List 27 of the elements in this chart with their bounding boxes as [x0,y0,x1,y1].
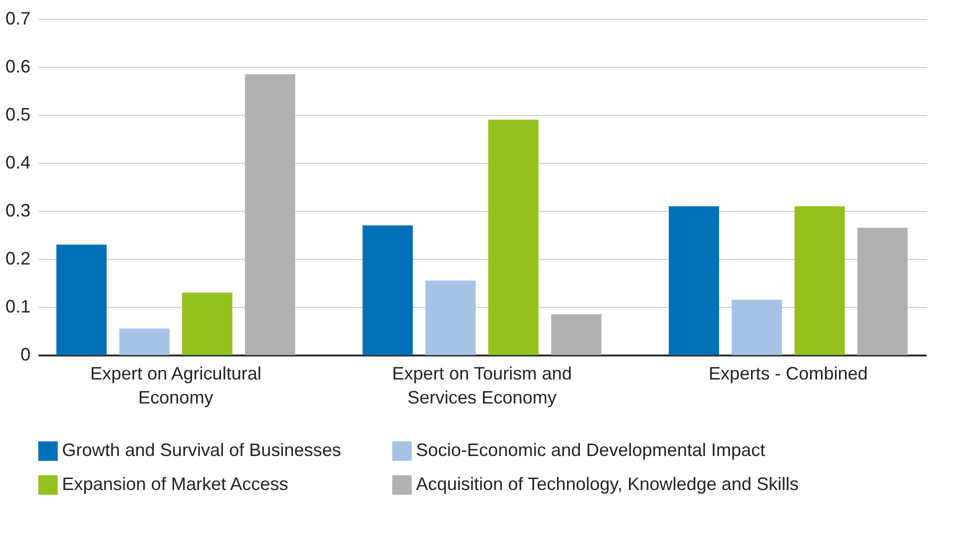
bar [244,74,296,355]
legend-label: Acquisition of Technology, Knowledge and Skills [416,474,799,494]
y-tick-label: 0.1 [5,296,30,316]
y-tick-label: 0.5 [5,104,30,124]
x-tick-label: Experts - Combined [708,364,868,384]
bar [551,314,602,355]
x-tick-label: Expert on Tourism and Services Economy [392,364,572,408]
legend-label: Growth and Survival of Businesses [62,440,342,460]
y-tick-label: 0.2 [5,248,30,268]
y-tick-label: 0.6 [5,56,30,76]
bar [182,292,232,355]
bar [362,225,413,355]
legend-label: Expansion of Market Access [62,474,288,494]
legend-label: Socio-Economic and Developmental Impact [416,440,766,460]
bar [119,328,170,355]
y-tick-label: 0.7 [5,8,30,28]
bar [857,228,908,355]
y-tick-label: 0.3 [5,200,30,220]
y-tick-label: 0 [20,344,30,364]
bar [794,206,845,355]
bar [56,244,107,355]
bar [425,280,476,355]
x-tick-label: Expert on Agricultural Economy [90,364,262,408]
bar [488,120,539,355]
bar [668,206,720,355]
y-tick-label: 0.4 [5,152,30,172]
bar [732,300,782,355]
